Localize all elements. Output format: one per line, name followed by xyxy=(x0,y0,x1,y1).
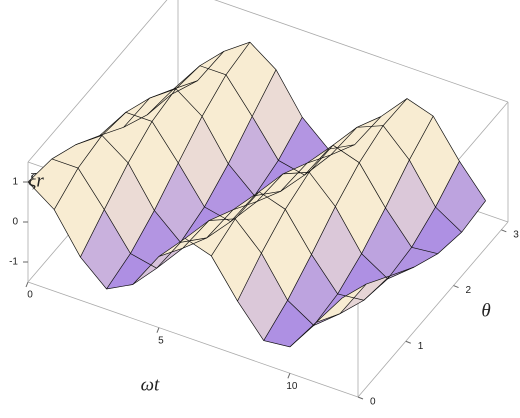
z-tick-label: -1 xyxy=(9,257,18,268)
mesh-line xyxy=(184,148,329,239)
mesh-line xyxy=(289,115,434,348)
mesh-line xyxy=(237,116,381,302)
x-tick xyxy=(287,373,291,379)
y-tick xyxy=(501,229,507,233)
mesh-line xyxy=(53,80,198,210)
y-tick-label: 0 xyxy=(370,397,376,408)
x-tick-label: 10 xyxy=(286,381,298,392)
mesh-line xyxy=(27,94,172,183)
y-tick-label: 3 xyxy=(513,229,519,240)
y-axis-label: θ xyxy=(481,300,490,321)
mesh-line xyxy=(158,117,303,257)
x-tick xyxy=(25,281,29,288)
y-tick-label: 2 xyxy=(466,285,472,296)
y-tick xyxy=(405,340,411,344)
z-axis-label: ξr xyxy=(28,170,44,191)
y-tick xyxy=(453,285,459,288)
mesh-line xyxy=(315,161,460,323)
box-edge xyxy=(27,0,168,163)
x-axis-label: ωt xyxy=(141,374,160,395)
box-edge xyxy=(357,221,509,398)
mesh-line xyxy=(263,98,408,341)
box-edge xyxy=(214,0,509,103)
y-tick xyxy=(357,396,364,400)
plot: 0 5 10 0 1 2 3 -1 0 1 xyxy=(9,0,519,408)
x-tick-label: 5 xyxy=(158,335,164,346)
mesh-line xyxy=(80,51,224,258)
x-tick-label: 0 xyxy=(27,290,33,301)
mesh-line xyxy=(106,41,251,290)
mesh-line xyxy=(342,200,486,299)
y-tick-label: 1 xyxy=(418,341,424,352)
mesh-line xyxy=(211,144,355,257)
x-tick xyxy=(156,327,160,333)
z-tick-label: 1 xyxy=(12,177,18,188)
z-tick-label: 0 xyxy=(12,217,18,228)
mesh-line xyxy=(132,69,277,285)
box-edge xyxy=(27,281,359,398)
